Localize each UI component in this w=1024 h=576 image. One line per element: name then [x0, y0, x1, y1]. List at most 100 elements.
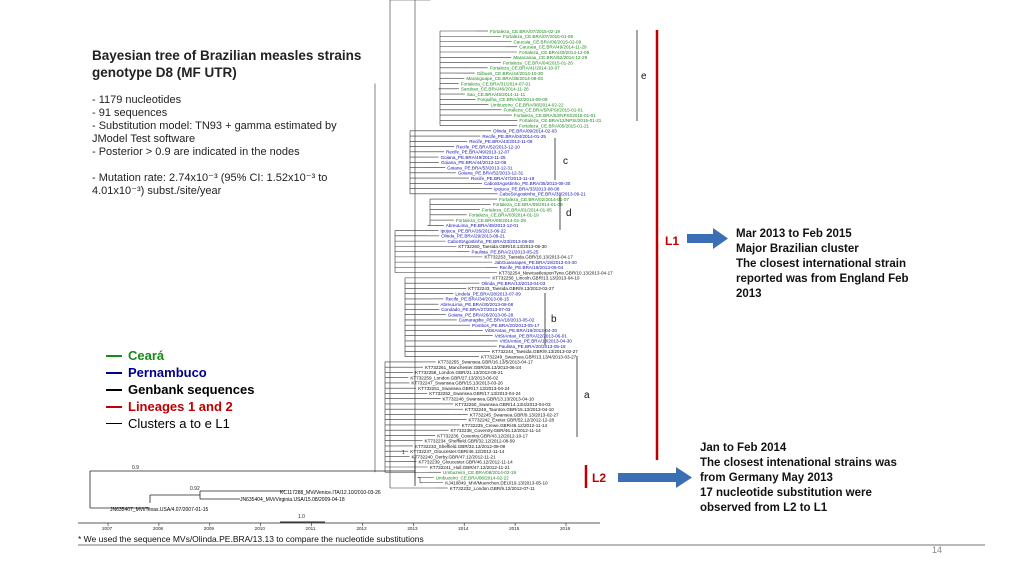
- leaf-label: Ipojuca_PE.BRA/26/2013-06-22: [440, 228, 506, 233]
- leaf-label: Recife_PE.BRA/47/2013-11-19: [471, 176, 535, 181]
- leaf-label: Ipojuca_PE.BRA/33/2013-08-08: [494, 186, 560, 191]
- note-nucleotides: - 1179 nucleotides: [92, 94, 182, 106]
- leaf-label: KT732238_Coventry.GBR/46.12/2012-11-14: [450, 428, 541, 433]
- leaf-label: KT732259_London.GBR/27.13/2013-06-02: [410, 375, 498, 380]
- leaf-label: KT732232_London.GBR/9.12/2012-07-11: [450, 486, 535, 491]
- note-model: - Substitution model: TN93 + gamma estim…: [92, 120, 337, 145]
- tree-leaf-labels: Fortaleza_CE.BRA/07/2015-02-19Fortaleza_…: [410, 29, 613, 491]
- axis-tick-label: 2015: [509, 526, 520, 531]
- lineage-l2-label: L2: [592, 471, 607, 485]
- cluster-label-d: d: [566, 208, 572, 219]
- leaf-label: Camaragibe_PE.BRA/18/2013-05-02: [459, 318, 535, 323]
- cluster-label-a: a: [584, 390, 590, 401]
- axis-tick-label: 2007: [102, 526, 113, 531]
- axis-tick-label: 2013: [407, 526, 418, 531]
- leaf-label: Forquilha_CE.BRA/52/2014-09-09: [477, 97, 547, 102]
- leaf-label: KT732233_Sheffield.GBR/32.12/2012-08-09: [415, 444, 506, 449]
- leaf-label: Fortaleza_CE.BRA/12/NPSI/2015-01-21: [519, 118, 601, 123]
- note-posterior: - Posterior > 0.9 are indicated in the n…: [92, 146, 300, 158]
- annotation-l2-line: observed from L2 to L1: [700, 502, 828, 514]
- leaf-label: Goiana_PE.BRA/26/2013-06-28: [448, 312, 514, 317]
- page-number: 14: [932, 545, 943, 555]
- leaf-label: Umbuzeiro_CE.BRA/08/2014-02-22: [436, 475, 509, 480]
- leaf-label: Caucaia_CE.BRA/49/2014-11-29: [519, 45, 587, 50]
- axis-tick-label: 2016: [560, 526, 571, 531]
- legend-item-pernambuco: Pernambuco: [106, 364, 254, 381]
- annotation-l2-line: 17 nucleotide substitution were: [700, 487, 872, 499]
- legend-item-genbank: Genbank sequences: [106, 381, 254, 398]
- leaf-label: Fortaleza_CE.BRA/40/2014-12-09: [519, 50, 589, 55]
- axis-tick-label: 2011: [306, 526, 316, 531]
- leaf-label: KT732254_NewcastleuponTyne.GBR/10.13/201…: [499, 270, 613, 275]
- cluster-brackets: [544, 30, 638, 437]
- leaf-label: CaboStAgostinho_PE.BRA/23/2013-06-08: [447, 239, 534, 244]
- leaf-label: Goiana_PE.BRA/53/2013-12-31: [447, 165, 513, 170]
- cluster-label-c: c: [563, 156, 568, 167]
- legend-item-ceara: Ceará: [106, 347, 254, 364]
- annotation-l2-line: Jan to Feb 2014: [700, 442, 787, 454]
- leaf-label: Goiana_PE.BRA/44/2013-12-06: [441, 160, 507, 165]
- leaf-label: Maranguape_CE.BRA/35/2014-09-03: [466, 76, 543, 81]
- leaf-label: KT732247_Swansea.GBR/15.13/2013-03-26: [411, 381, 503, 386]
- legend-label: Lineages 1 and 2: [128, 399, 233, 414]
- legend-label: Genbank sequences: [128, 382, 255, 397]
- method-notes: - 1179 nucleotides - 91 sequences - Subs…: [92, 94, 372, 198]
- leaf-label: Paulista_PE.BRA/21/2013-05-25: [472, 249, 539, 254]
- footnote: * We used the sequence MVs/Olinda.PE.BRA…: [78, 534, 424, 544]
- leaf-label: KT732240_Derby.GBR/47.12/2012-11-21: [412, 454, 497, 459]
- note-mutation-rate: - Mutation rate: 2.74x10⁻³ (95% CI: 1.52…: [92, 172, 328, 197]
- leaf-label: Fortaleza_CE.BRA/09/2014-01-09: [493, 202, 563, 207]
- annotation-l1-line: reported was from England Feb: [736, 273, 909, 285]
- axis-tick-label: 2014: [458, 526, 469, 531]
- leaf-label: KT732256_Lincoln.GBR/13.13/2013-04-10: [492, 276, 580, 281]
- annotation-l1-line: The closest international strain: [736, 258, 906, 270]
- leaf-label: Recife_PE.BRA/34/2013-08-15: [445, 297, 509, 302]
- leaf-label: Umbuzeiro_CE.BRA/08/2014-02-19: [443, 470, 516, 475]
- cluster-label-b: b: [551, 314, 557, 325]
- leaf-label: KT732237_Gloucester.GBR/46.12/2012-11-14: [410, 449, 505, 454]
- posterior-value: 0.92: [190, 486, 200, 492]
- leaf-label: AbreuLima_PE.BRA/30/2013-08-08: [440, 302, 513, 307]
- note-sequences: - 91 sequences: [92, 107, 168, 119]
- leaf-label: KT732244_Taesida.GBR/9.13/2013-02-27: [492, 349, 578, 354]
- legend-label: Clusters a to e L1: [128, 416, 230, 431]
- time-axis: 2007 2008 2009 2010 2011 2012 2013 2014 2015 2016: [102, 523, 571, 531]
- leaf-label: Umbuzeiro_CE.BRA/08/2014-02-22: [491, 102, 564, 107]
- legend-label: Ceará: [128, 348, 165, 363]
- leaf-label: Condado_PE.BRA/27/2013-07-03: [441, 307, 511, 312]
- leaf-label: VitStAntao_PE.BRA/22/2013-06-01: [495, 333, 568, 338]
- leaf-label: Recife_PE.BRA/43/2013-11-09: [469, 139, 533, 144]
- outgroup-label-2: JN635404_MVi/Virginia.USA/15.08/2009-04-…: [240, 497, 345, 503]
- leaf-label: Sao_CE.BRA/45/2014-11-11: [467, 92, 526, 97]
- tree-branches: [374, 0, 518, 489]
- leaf-label: CaboStAgostinho_PE.BRA/35/2013-08-30: [484, 181, 571, 186]
- outgroup-branches: [89, 457, 416, 509]
- leaf-label: Goiana_PE.BRA/52/2013-12-31: [458, 171, 524, 176]
- leaf-label: JabGuararapes_PE.BRA/19/2013-04-30: [494, 260, 577, 265]
- leaf-label: KT732250_Swansea.GBR/14.13/4/2013-04-03: [455, 402, 551, 407]
- leaf-label: Fortaleza_CE.BRA/31/2014-07-01: [461, 81, 531, 86]
- leaf-label: KT732242_Exeter.GBR/52.12/2012-12-28: [469, 418, 555, 423]
- legend-label: Pernambuco: [128, 365, 207, 380]
- legend-item-lineages: Lineages 1 and 2: [106, 398, 254, 415]
- leaf-label: Fortaleza_CE.BRA/07/2015-01-08: [503, 34, 573, 39]
- axis-tick-label: 2008: [153, 526, 164, 531]
- legend: Ceará Pernambuco Genbank sequences Linea…: [106, 347, 254, 432]
- leaf-label: KT732243_Taesida.GBR/9.13/2013-02-27: [468, 286, 554, 291]
- leaf-label: Goiana_PE.BRA/49/2013-11-25: [441, 155, 506, 160]
- leaf-label: KT732253_Taesida.GBR/16.13/2013-04-17: [484, 255, 573, 260]
- posterior-value: 0.9: [132, 465, 139, 471]
- annotation-l2-line: from Germany May 2013: [700, 472, 833, 484]
- leaf-label: VitStAntao_PE.BRA/18/2013-04-30: [500, 339, 573, 344]
- annotation-l2: Jan to Feb 2014 The closest intenational…: [700, 441, 897, 516]
- legend-swatch: [106, 405, 122, 408]
- leaf-label: KT732234_Sheffield.GBR/32.12/2012-08-09: [425, 439, 516, 444]
- leaf-label: Fortaleza_CE.BRA/05/2014-01-28: [456, 218, 526, 223]
- leaf-label: KT732248_Swansea.GBR/13.13/2013-04-10: [443, 397, 535, 402]
- leaf-label: KT732241_Hull.GBR/47.12/2012-11-21: [430, 465, 511, 470]
- leaf-label: Olinda_PE.BRA/09/2014-02-03: [493, 129, 557, 134]
- scale-bar-label: 1.0: [298, 514, 305, 520]
- leaf-label: KT732239_Gloucester.GBR/46.12/2012-11-14: [418, 460, 513, 465]
- leaf-label: Recife_PE.BRA/52/2013-12-10: [456, 144, 520, 149]
